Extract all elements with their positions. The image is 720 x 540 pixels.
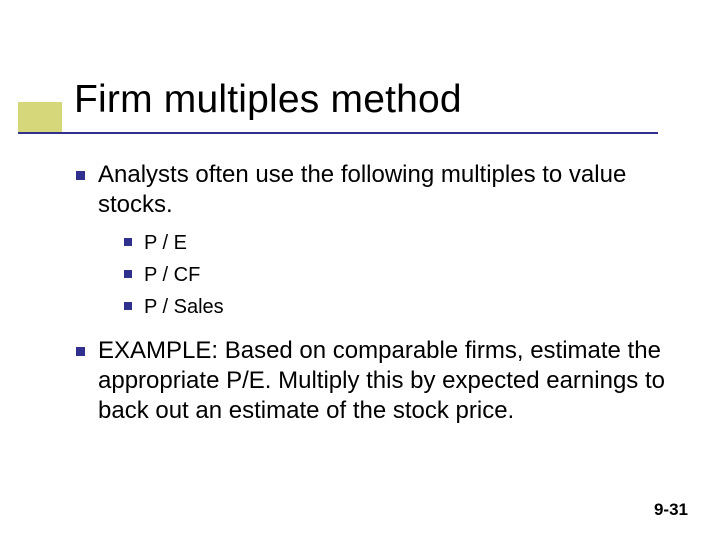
- list-item: P / Sales: [144, 294, 668, 320]
- body-content: Analysts often use the following multipl…: [98, 160, 668, 440]
- slide-title: Firm multiples method: [74, 78, 462, 122]
- square-bullet-icon: [124, 270, 132, 278]
- accent-box: [18, 102, 62, 132]
- list-item: Analysts often use the following multipl…: [98, 160, 668, 320]
- slide-number: 9-31: [654, 500, 688, 520]
- list-item: P / CF: [144, 262, 668, 288]
- title-underline: [18, 132, 658, 134]
- list-item-text: P / CF: [144, 262, 668, 288]
- sub-list: P / E P / CF P / Sales: [144, 230, 668, 320]
- list-item-text: P / Sales: [144, 294, 668, 320]
- slide: Firm multiples method Analysts often use…: [0, 0, 720, 540]
- square-bullet-icon: [76, 347, 85, 356]
- square-bullet-icon: [124, 238, 132, 246]
- list-item: EXAMPLE: Based on comparable firms, esti…: [98, 336, 668, 426]
- list-item: P / E: [144, 230, 668, 256]
- list-item-text: Analysts often use the following multipl…: [98, 160, 668, 220]
- list-item-text: P / E: [144, 230, 668, 256]
- list-item-text: EXAMPLE: Based on comparable firms, esti…: [98, 336, 668, 426]
- square-bullet-icon: [76, 171, 85, 180]
- title-area: Firm multiples method: [0, 78, 720, 134]
- square-bullet-icon: [124, 302, 132, 310]
